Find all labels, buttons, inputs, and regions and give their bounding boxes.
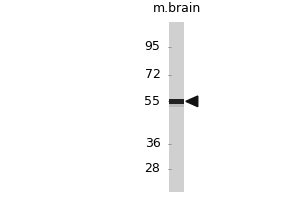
Text: 28: 28	[145, 162, 160, 175]
Text: 36: 36	[145, 137, 160, 150]
Text: 72: 72	[145, 68, 160, 81]
Bar	[169, 22, 184, 192]
Polygon shape	[186, 96, 198, 107]
Bar	[169, 104, 184, 107]
Text: 95: 95	[145, 40, 160, 53]
Text: m.brain: m.brain	[153, 2, 201, 15]
Bar	[169, 99, 184, 104]
Text: 55: 55	[145, 95, 160, 108]
